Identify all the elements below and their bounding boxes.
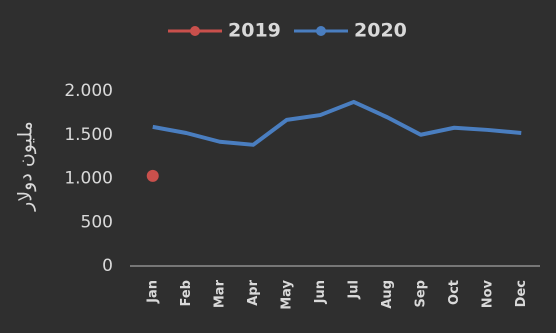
x-tick-label: Dec: [514, 280, 529, 307]
x-tick-label: Apr: [246, 279, 261, 305]
y-tick-label: 500: [81, 212, 113, 232]
x-tick-label: Oct: [447, 280, 462, 305]
x-tick-label: Sep: [413, 280, 428, 308]
y-tick-label: 1.000: [64, 169, 113, 189]
y-tick-label: 2.000: [64, 81, 113, 101]
y-tick-label: 1.500: [64, 125, 113, 145]
legend-label: 2019: [228, 20, 281, 42]
line-point: [146, 169, 159, 182]
legend-label: 2020: [354, 20, 407, 42]
x-tick-label: May: [279, 279, 294, 309]
y-tick-label: 0: [102, 256, 113, 276]
x-tick-label: Jan: [145, 280, 160, 304]
line-series: [152, 99, 522, 147]
x-tick-label: Jun: [313, 280, 328, 304]
x-tick-label: Mar: [212, 279, 227, 308]
y-axis-label: مليون دولار: [15, 121, 37, 212]
legend-marker: [316, 26, 326, 36]
legend-marker: [190, 26, 200, 36]
x-tick-label: Feb: [179, 280, 194, 306]
x-tick-label: Nov: [480, 279, 495, 308]
x-tick-label: Jul: [346, 280, 361, 300]
x-tick-label: Aug: [380, 280, 395, 309]
